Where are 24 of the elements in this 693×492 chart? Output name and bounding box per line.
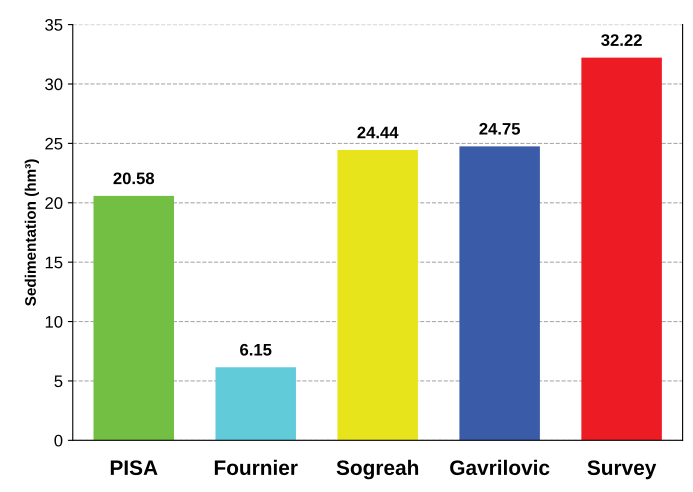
y-tick-label: 35 bbox=[45, 19, 62, 31]
data-label: 32.22 bbox=[601, 34, 642, 46]
data-label: 6.15 bbox=[240, 344, 272, 356]
y-tick-label: 30 bbox=[45, 78, 62, 90]
data-label: 24.75 bbox=[479, 122, 520, 135]
y-tick-label: 0 bbox=[54, 434, 62, 447]
x-tick-label: Survey bbox=[587, 460, 656, 480]
data-label: 24.44 bbox=[357, 126, 398, 138]
y-axis-title: Sedimentation (hm³) bbox=[24, 159, 39, 306]
bar bbox=[337, 150, 418, 440]
y-tick-label: 15 bbox=[46, 256, 62, 268]
x-tick-label: Sogreah bbox=[336, 460, 418, 480]
bar bbox=[215, 367, 296, 440]
y-tick-label: 5 bbox=[54, 376, 62, 388]
y-tick-label: 20 bbox=[45, 197, 62, 209]
x-tick-label: PISA bbox=[110, 460, 158, 476]
bar bbox=[581, 58, 662, 440]
y-tick-label: 10 bbox=[46, 316, 62, 328]
data-label: 20.58 bbox=[113, 172, 154, 184]
bar bbox=[94, 196, 174, 440]
x-tick-label: Gavrilovic bbox=[450, 460, 550, 476]
x-tick-label: Fournier bbox=[214, 460, 298, 476]
y-tick-label: 25 bbox=[45, 138, 62, 150]
bar bbox=[459, 146, 540, 440]
